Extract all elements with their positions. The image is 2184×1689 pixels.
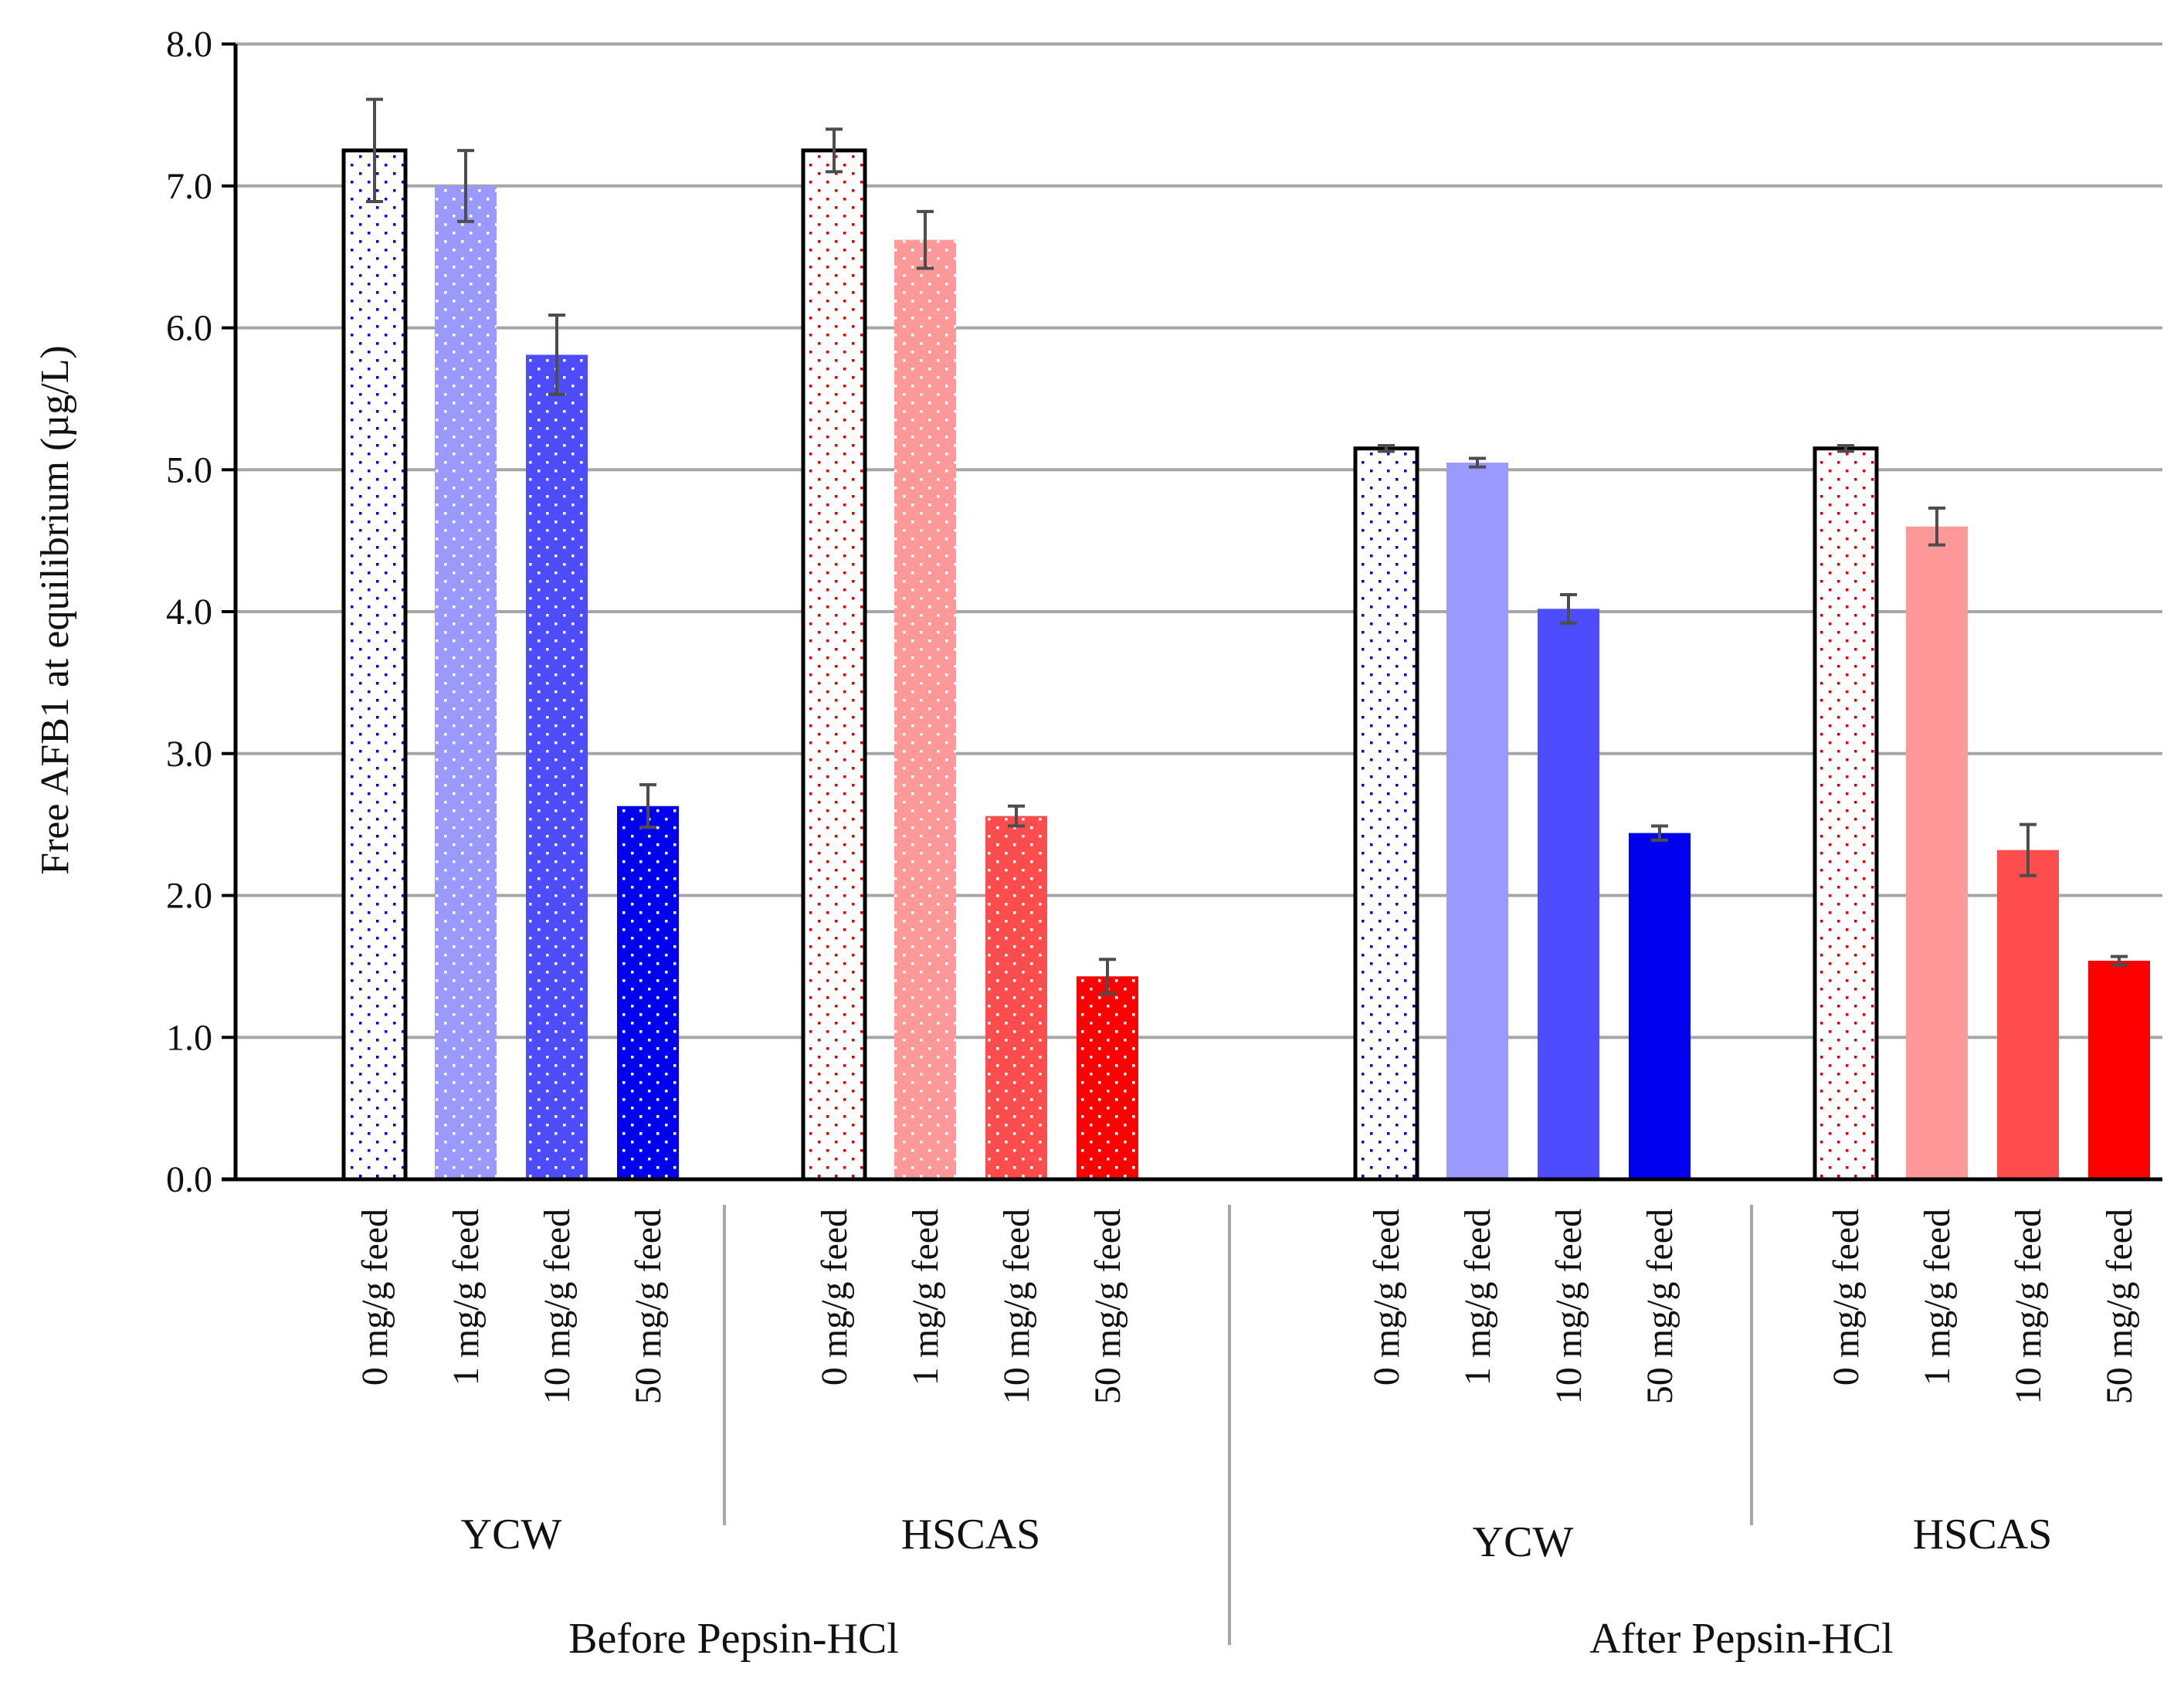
x-category-label: 1 mg/g feed <box>905 1209 946 1385</box>
x-category-label: 50 mg/g feed <box>628 1209 669 1404</box>
error-bar <box>457 148 474 223</box>
error-bar <box>2111 955 2128 967</box>
bar <box>526 354 588 1180</box>
x-category-label: 50 mg/g feed <box>1640 1209 1680 1404</box>
x-category-label: 50 mg/g feed <box>2099 1209 2140 1404</box>
error-bar <box>1469 456 1486 469</box>
y-tick-label: 3.0 <box>166 734 212 775</box>
error-bar <box>826 127 843 174</box>
bar <box>1353 446 1419 1182</box>
bar <box>801 148 867 1182</box>
group-label: YCW <box>1473 1518 1574 1566</box>
x-category-label: 10 mg/g feed <box>2008 1209 2049 1404</box>
bar <box>1077 976 1138 1179</box>
x-category-label: 1 mg/g feed <box>446 1209 487 1385</box>
bar <box>341 148 408 1182</box>
x-category-label: 1 mg/g feed <box>1457 1209 1498 1385</box>
error-bar <box>366 97 383 203</box>
y-tick-label: 7.0 <box>166 166 212 207</box>
error-bar <box>1008 804 1025 828</box>
error-bar <box>917 209 934 270</box>
x-category-label: 0 mg/g feed <box>814 1209 855 1385</box>
error-bar <box>2020 822 2036 877</box>
bar <box>1813 446 1879 1182</box>
group-label: HSCAS <box>1913 1511 2053 1558</box>
group-label: HSCAS <box>901 1511 1041 1558</box>
error-bar <box>1651 824 1668 842</box>
x-category-label: 10 mg/g feed <box>996 1209 1037 1404</box>
x-category-label: 1 mg/g feed <box>1917 1209 1958 1385</box>
axes <box>222 42 2162 1645</box>
y-tick-label: 0.0 <box>166 1159 212 1200</box>
error-bar <box>1837 444 1854 453</box>
y-tick-label: 6.0 <box>166 308 212 349</box>
x-category-label: 10 mg/g feed <box>537 1209 578 1404</box>
bars <box>341 148 2150 1182</box>
x-category-label: 0 mg/g feed <box>354 1209 395 1385</box>
error-bars <box>366 97 2128 995</box>
group-label: YCW <box>461 1511 562 1558</box>
y-tick-label: 5.0 <box>166 449 212 490</box>
bar <box>1538 609 1599 1179</box>
x-category-label: 50 mg/g feed <box>1087 1209 1128 1404</box>
bar <box>1629 833 1691 1179</box>
error-bar <box>1560 592 1577 625</box>
super-group-label: After Pepsin-HCl <box>1589 1615 1894 1663</box>
bar <box>1997 850 2059 1179</box>
bar <box>435 185 497 1179</box>
x-category-label: 10 mg/g feed <box>1548 1209 1589 1404</box>
error-bar <box>639 783 656 829</box>
error-bar <box>1928 506 1945 547</box>
bar <box>894 239 956 1180</box>
bar <box>2088 961 2150 1179</box>
bar <box>617 805 679 1179</box>
bar <box>985 816 1047 1179</box>
super-group-label: Before Pepsin-HCl <box>568 1615 899 1663</box>
x-category-label: 0 mg/g feed <box>1826 1209 1867 1385</box>
y-tick-label: 8.0 <box>166 24 212 65</box>
y-tick-label: 4.0 <box>166 592 212 633</box>
y-tick-label: 2.0 <box>166 876 212 917</box>
error-bar <box>1378 444 1395 453</box>
y-axis-title: Free AFB1 at equilibrium (µg/L) <box>33 345 77 875</box>
error-bar <box>1099 958 1116 995</box>
labels: 0.0 1.0 2.0 3.0 4.0 5.0 6.0 7.0 8.0 0 mg/g feed 1 … <box>166 24 2140 1663</box>
bar <box>1446 463 1508 1179</box>
bar <box>1906 526 1968 1179</box>
error-bar <box>548 313 565 396</box>
y-tick-label: 1.0 <box>166 1017 212 1058</box>
x-category-label: 0 mg/g feed <box>1366 1209 1407 1385</box>
